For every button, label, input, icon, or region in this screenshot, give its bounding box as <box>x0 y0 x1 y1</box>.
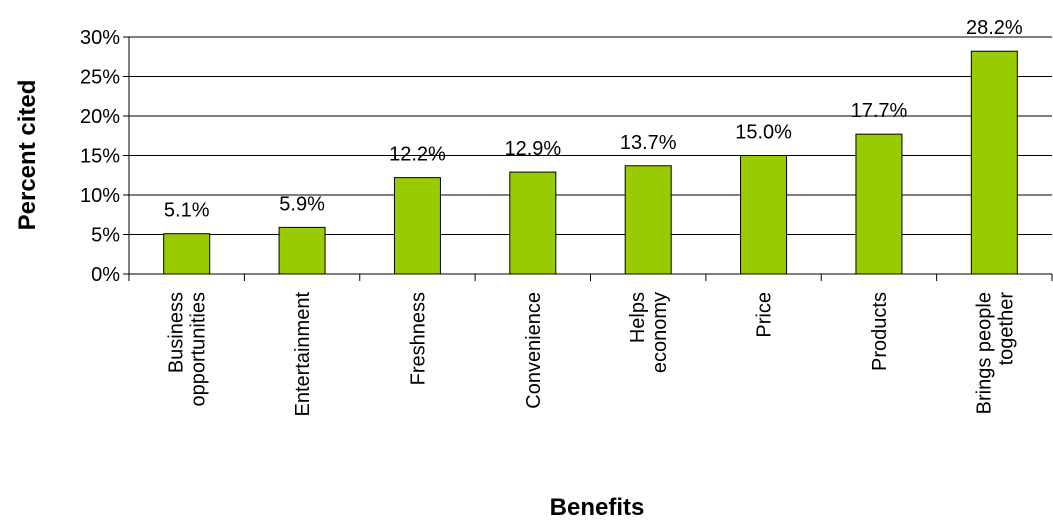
data-label: 15.0% <box>735 122 792 144</box>
bar <box>970 50 1018 275</box>
data-labels: 5.1% 5.9% 12.2% 12.9% 13.7% 15.0% 17.7% 28.2% <box>164 17 1023 221</box>
x-tick-label-line: Brings people <box>973 292 995 414</box>
y-tick-label: 15% <box>80 146 120 168</box>
x-tick-label: Products <box>869 292 891 371</box>
bar <box>740 155 788 275</box>
y-tick-label: 30% <box>80 27 120 49</box>
y-tick-label: 5% <box>91 225 120 247</box>
bar <box>855 133 903 275</box>
x-tick-label-line: Entertainment <box>292 292 314 417</box>
x-tick-label: Price <box>754 292 776 338</box>
x-tick-label: Entertainment <box>292 292 314 417</box>
x-tick-label-line: Business <box>166 292 188 373</box>
data-label: 28.2% <box>966 17 1023 39</box>
y-tick-label: 10% <box>80 185 120 207</box>
x-tick-label-line: Freshness <box>407 292 429 385</box>
x-axis-title: Benefits <box>550 494 645 521</box>
y-axis-title: Percent cited <box>14 80 41 231</box>
x-tick-label-line: Helps <box>627 292 649 343</box>
x-tick-label-line: Price <box>754 292 776 338</box>
data-label: 13.7% <box>620 132 677 154</box>
bar <box>163 233 211 275</box>
bar <box>393 177 441 275</box>
x-tick-label: Businessopportunities <box>166 292 210 407</box>
x-tick-label-line: Products <box>869 292 891 371</box>
data-label: 12.9% <box>504 138 561 160</box>
x-tick-labels: Businessopportunities Entertainment Freshn… <box>166 292 1018 417</box>
x-tick-label-line: Convenience <box>523 292 545 409</box>
gridlines <box>129 36 1052 235</box>
bar <box>509 171 557 275</box>
bar <box>278 226 326 275</box>
bars <box>163 50 1018 275</box>
data-label: 17.7% <box>851 100 908 122</box>
x-tick-label: Convenience <box>523 292 545 409</box>
y-tick-label: 0% <box>91 264 120 286</box>
data-label: 12.2% <box>389 144 446 166</box>
y-tick-label: 25% <box>80 67 120 89</box>
axes <box>123 36 1053 281</box>
y-tick-label: 20% <box>80 106 120 128</box>
data-label: 5.9% <box>279 193 325 215</box>
y-tick-labels: 0% 5% 10% 15% 20% 25% 30% <box>80 27 120 286</box>
x-tick-label-line: opportunities <box>188 292 210 407</box>
x-tick-label-line: together <box>995 292 1017 366</box>
x-tick-label: Helpseconomy <box>627 292 671 373</box>
x-tick-label: Brings peopletogether <box>973 292 1017 415</box>
x-tick-label: Freshness <box>407 292 429 385</box>
bar <box>624 165 672 275</box>
data-label: 5.1% <box>164 200 210 222</box>
x-tick-label-line: economy <box>649 292 671 373</box>
